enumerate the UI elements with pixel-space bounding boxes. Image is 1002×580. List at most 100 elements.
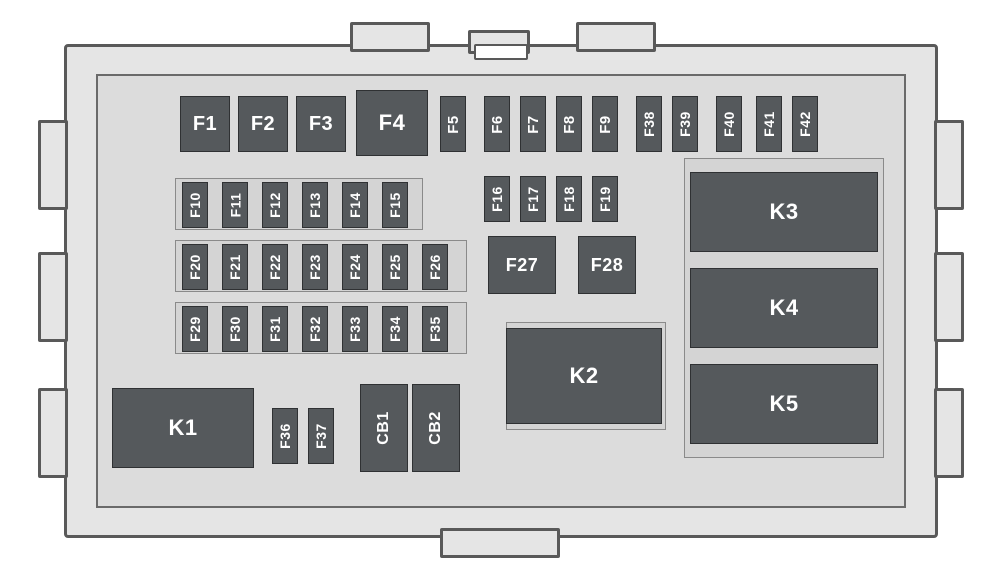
top-notch (474, 44, 528, 60)
slot-label: F11 (227, 193, 243, 218)
slot-label: K2 (569, 363, 598, 389)
slot-label: F35 (427, 316, 443, 342)
slot-f28: F28 (578, 236, 636, 294)
slot-k4: K4 (690, 268, 878, 348)
slot-label: K3 (769, 199, 798, 225)
slot-f33: F33 (342, 306, 368, 352)
edge-tab (934, 388, 964, 478)
slot-k5: K5 (690, 364, 878, 444)
slot-k1: K1 (112, 388, 254, 468)
slot-label: F14 (347, 192, 363, 218)
slot-f10: F10 (182, 182, 208, 228)
slot-label: F33 (347, 316, 363, 342)
edge-tab (576, 22, 656, 52)
edge-tab (350, 22, 430, 52)
slot-label: F6 (488, 115, 505, 134)
slot-label: F26 (427, 254, 443, 280)
slot-label: F24 (347, 254, 363, 280)
slot-f8: F8 (556, 96, 582, 152)
slot-label: F21 (227, 254, 243, 280)
slot-label: F22 (267, 254, 283, 280)
slot-f22: F22 (262, 244, 288, 290)
edge-tab (440, 528, 560, 558)
slot-label: F40 (721, 111, 737, 137)
edge-tab (38, 388, 68, 478)
slot-label: F28 (591, 255, 624, 276)
slot-f12: F12 (262, 182, 288, 228)
slot-f19: F19 (592, 176, 618, 222)
slot-label: F19 (597, 186, 613, 212)
slot-f14: F14 (342, 182, 368, 228)
slot-f1: F1 (180, 96, 230, 152)
slot-label: F37 (313, 423, 329, 449)
slot-label: K4 (769, 295, 798, 321)
slot-f18: F18 (556, 176, 582, 222)
slot-label: F2 (251, 113, 275, 136)
slot-k2: K2 (506, 328, 662, 424)
slot-f2: F2 (238, 96, 288, 152)
slot-f21: F21 (222, 244, 248, 290)
slot-label: F5 (444, 115, 461, 134)
slot-f26: F26 (422, 244, 448, 290)
slot-f35: F35 (422, 306, 448, 352)
slot-label: F20 (187, 254, 203, 280)
slot-f29: F29 (182, 306, 208, 352)
slot-cb2: CB2 (412, 384, 460, 472)
slot-f5: F5 (440, 96, 466, 152)
slot-f39: F39 (672, 96, 698, 152)
slot-f6: F6 (484, 96, 510, 152)
slot-f17: F17 (520, 176, 546, 222)
slot-label: F1 (193, 113, 217, 136)
slot-f4: F4 (356, 90, 428, 156)
slot-f27: F27 (488, 236, 556, 294)
slot-f7: F7 (520, 96, 546, 152)
slot-label: K5 (769, 391, 798, 417)
slot-label: F7 (524, 115, 541, 134)
slot-label: F29 (187, 316, 203, 342)
slot-f30: F30 (222, 306, 248, 352)
slot-label: F23 (307, 254, 323, 280)
slot-f38: F38 (636, 96, 662, 152)
slot-label: F36 (277, 423, 293, 449)
slot-f40: F40 (716, 96, 742, 152)
slot-f11: F11 (222, 182, 248, 228)
slot-label: F27 (506, 255, 539, 276)
edge-tab (38, 120, 68, 210)
slot-f34: F34 (382, 306, 408, 352)
slot-label: F42 (797, 111, 813, 137)
slot-f42: F42 (792, 96, 818, 152)
slot-label: F16 (489, 186, 505, 212)
slot-label: F9 (596, 115, 613, 134)
slot-label: F38 (641, 111, 657, 137)
slot-f3: F3 (296, 96, 346, 152)
slot-f13: F13 (302, 182, 328, 228)
slot-f9: F9 (592, 96, 618, 152)
slot-f41: F41 (756, 96, 782, 152)
slot-cb1: CB1 (360, 384, 408, 472)
slot-label: F17 (525, 186, 541, 212)
slot-label: F34 (387, 316, 403, 342)
slot-label: K1 (168, 415, 197, 441)
slot-label: CB2 (427, 411, 445, 445)
slot-label: F18 (561, 186, 577, 212)
slot-f32: F32 (302, 306, 328, 352)
slot-label: F4 (379, 110, 406, 136)
slot-label: F39 (677, 111, 693, 137)
slot-f16: F16 (484, 176, 510, 222)
slot-label: F41 (761, 111, 777, 137)
slot-label: F25 (387, 254, 403, 280)
slot-f23: F23 (302, 244, 328, 290)
edge-tab (934, 120, 964, 210)
slot-label: F31 (267, 316, 283, 342)
slot-f24: F24 (342, 244, 368, 290)
slot-label: F13 (307, 192, 323, 218)
slot-label: F3 (309, 113, 333, 136)
slot-k3: K3 (690, 172, 878, 252)
fusebox-diagram: F1 F2 F3 F4 F5 F6 F7 F8 F9 F38 F39 F40 F41 F42 F10 F11 F… (0, 0, 1002, 580)
slot-f37: F37 (308, 408, 334, 464)
slot-label: F12 (267, 192, 283, 218)
slot-label: CB1 (375, 411, 393, 445)
slot-label: F10 (187, 192, 203, 218)
slot-f20: F20 (182, 244, 208, 290)
slot-label: F32 (307, 316, 323, 342)
